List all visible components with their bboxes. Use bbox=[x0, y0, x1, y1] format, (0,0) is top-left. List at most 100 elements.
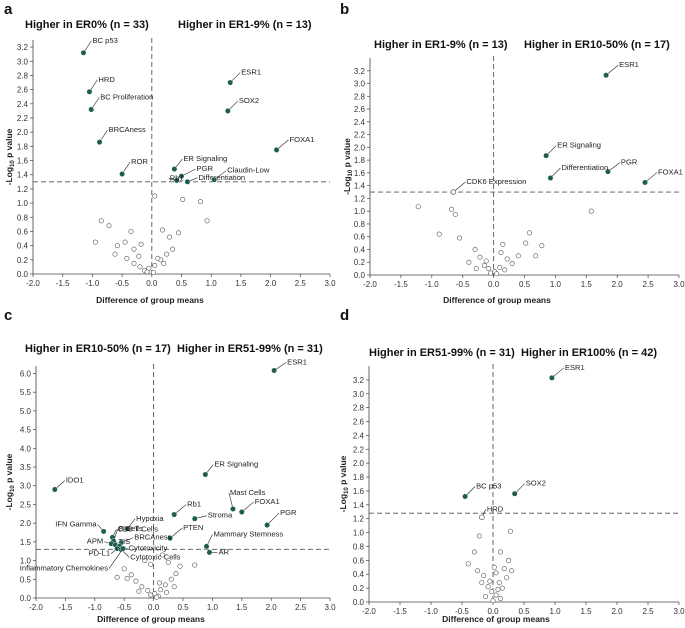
panel-a-point-sox2 bbox=[224, 108, 231, 114]
panel-b-point-cdk6-expression bbox=[450, 189, 457, 195]
panel-d-x-tick-label: 0.5 bbox=[518, 607, 530, 616]
panel-b-plot: -2.0 -1.5 -1.0 -0.5 0.0 0.5 1.0 1.5 2.0 2.5 3.0 0.0… bbox=[342, 56, 685, 289]
panel-a-point-claudin-low bbox=[211, 176, 218, 183]
panel-d-y-tick-label: 1.4 bbox=[353, 501, 365, 510]
panel-a-point-bc-proliferation bbox=[88, 106, 95, 113]
panel-d-y-tick-label: 0.0 bbox=[353, 598, 365, 607]
panel-a-point-open bbox=[136, 253, 142, 259]
panel-d-y-tick-label: 0.4 bbox=[353, 570, 365, 579]
panel-c-point-open bbox=[142, 558, 148, 564]
panel-a-y-tick-label: 1.4 bbox=[17, 171, 29, 180]
panel-b-y-tick-label: 0.0 bbox=[354, 271, 366, 280]
panel-a-point-open bbox=[138, 241, 144, 247]
panel-a-letter: a bbox=[4, 1, 13, 18]
panel-c-label-mast-cells: Mast Cells bbox=[230, 488, 266, 497]
panel-b-point-esr1 bbox=[603, 72, 609, 79]
panel-c-point-rb1 bbox=[171, 511, 178, 518]
panel-a-label-sox2: SOX2 bbox=[239, 96, 259, 105]
panel-d-x-tick-label: -2.0 bbox=[362, 607, 376, 616]
panel-c-label-mammary-stemness: Mammary Stemness bbox=[214, 529, 284, 538]
panel-d-point-open bbox=[465, 561, 471, 567]
panel-b-point-open bbox=[497, 264, 503, 270]
panel-b-y-tick-label: 3.2 bbox=[354, 67, 366, 76]
panel-c-y-tick-label: 2.0 bbox=[20, 519, 32, 528]
panel-b-x-tick-label: -1.5 bbox=[394, 280, 408, 289]
panel-c-y-tick-label: 5.5 bbox=[20, 388, 32, 397]
panel-d-point-open bbox=[504, 575, 510, 581]
panel-a-y-tick-label: 0.0 bbox=[17, 270, 29, 279]
panel-b-point-open bbox=[515, 253, 521, 259]
panel-b-y-tick-label: 2.0 bbox=[354, 143, 366, 152]
panel-a-x-tick-label: 0.0 bbox=[146, 279, 158, 288]
panel-a-point-open bbox=[152, 193, 158, 199]
panel-a-point-open bbox=[152, 262, 158, 268]
panel-b-y-tick-label: 1.0 bbox=[354, 207, 366, 216]
panel-a-point-open bbox=[128, 228, 134, 234]
panel-d-point-open bbox=[474, 568, 480, 574]
panel-d-y-tick-label: 0.6 bbox=[353, 556, 365, 565]
panel-a-point-open bbox=[155, 255, 161, 261]
panel-c-label-foxa1: FOXA1 bbox=[255, 497, 280, 506]
panel-b-y-tick-label: 2.8 bbox=[354, 92, 366, 101]
panel-c-label-pten: PTEN bbox=[183, 523, 203, 532]
panel-d-x-tick-label: 3.0 bbox=[673, 607, 685, 616]
panel-c-point-open bbox=[148, 561, 154, 567]
panel-b-y-tick-label: 1.4 bbox=[354, 182, 366, 191]
panel-c-label-pd-l1: PD-L1 bbox=[89, 549, 111, 558]
panel-a-point-open bbox=[124, 255, 130, 261]
panel-a-y-tick-label: 2.8 bbox=[17, 71, 29, 80]
panel-a-xlabel: Difference of group means bbox=[96, 295, 204, 305]
panel-c-x-tick-label: 1.5 bbox=[236, 603, 248, 612]
panel-b-ylabel: -Log10 p value bbox=[342, 138, 354, 195]
panel-c-point-open bbox=[165, 559, 171, 565]
panel-a-x-tick-label: -1.0 bbox=[86, 279, 100, 288]
panel-b-point-open bbox=[526, 230, 532, 236]
panel-a-point-open bbox=[161, 260, 167, 266]
panel-a-y-tick-label: 1.6 bbox=[17, 157, 29, 166]
panel-c-label-ifn-gamma: IFN Gamma bbox=[55, 519, 97, 528]
panel-c-header-left: Higher in ER10-50% (n = 17) bbox=[25, 343, 171, 355]
panel-d-label-sox2: SOX2 bbox=[526, 479, 546, 488]
panel-b-point-open bbox=[498, 250, 504, 256]
panel-a-y-tick-label: 0.8 bbox=[17, 213, 29, 222]
panel-c-y-tick-label: 1.0 bbox=[20, 557, 32, 566]
panel-c-point-mammary-stemness bbox=[203, 543, 210, 550]
panel-c-point-er-signaling bbox=[202, 471, 209, 478]
panel-b-point-open bbox=[494, 271, 500, 277]
panel-c-x-tick-label: -1.5 bbox=[59, 603, 73, 612]
panel-a-point-ror bbox=[119, 171, 126, 177]
panel-a-ylabel: -Log10 p value bbox=[4, 128, 16, 185]
panel-d-point-open bbox=[490, 598, 496, 604]
panel-a-point-pgr bbox=[178, 173, 185, 180]
panel-a-y-tick-label: 1.0 bbox=[17, 199, 29, 208]
panel-b-label-er-signaling: ER Signaling bbox=[557, 141, 601, 150]
panel-c-point-open bbox=[159, 552, 165, 558]
panel-b-point-open bbox=[466, 259, 472, 265]
panel-d-x-tick-label: -1.5 bbox=[393, 607, 407, 616]
panel-d-y-tick-label: 0.2 bbox=[353, 584, 365, 593]
panel-d-y-tick-label: 2.0 bbox=[353, 459, 365, 468]
panel-b-x-tick-label: 1.5 bbox=[581, 280, 593, 289]
panel-d-point-open bbox=[493, 570, 499, 576]
panel-c-label-b-cells: B Cells bbox=[119, 524, 143, 533]
panel-a-label-esr1: ESR1 bbox=[241, 68, 261, 77]
panel-d-letter: d bbox=[340, 307, 349, 324]
panel-c-point-ido1 bbox=[51, 486, 58, 493]
panel-c-y-tick-label: 4.5 bbox=[20, 426, 32, 435]
panel-a-point-differentiation bbox=[184, 178, 191, 185]
panel-c-label-cytotoxicity: Cytotoxicity bbox=[128, 543, 167, 552]
panel-d-point-esr1 bbox=[549, 374, 555, 381]
panel-c-x-tick-label: -0.5 bbox=[117, 603, 131, 612]
panel-b-point-open bbox=[509, 261, 515, 267]
panel-b-x-tick-label: -1.0 bbox=[425, 280, 439, 289]
panel-d-label-esr1: ESR1 bbox=[565, 363, 585, 372]
panel-b-y-tick-label: 3.0 bbox=[354, 80, 366, 89]
panel-c-point-open bbox=[114, 574, 120, 580]
panel-c-y-tick-label: 3.5 bbox=[20, 463, 32, 472]
panel-c-point-hypoxia bbox=[124, 525, 131, 532]
panel-b-header-right: Higher in ER10-50% (n = 17) bbox=[524, 39, 670, 51]
panel-d-y-tick-label: 2.6 bbox=[353, 418, 365, 427]
panel-c-point-stroma bbox=[191, 515, 198, 522]
panel-c-point-open bbox=[173, 571, 179, 577]
panel-d-point-bc-p53 bbox=[462, 493, 468, 500]
